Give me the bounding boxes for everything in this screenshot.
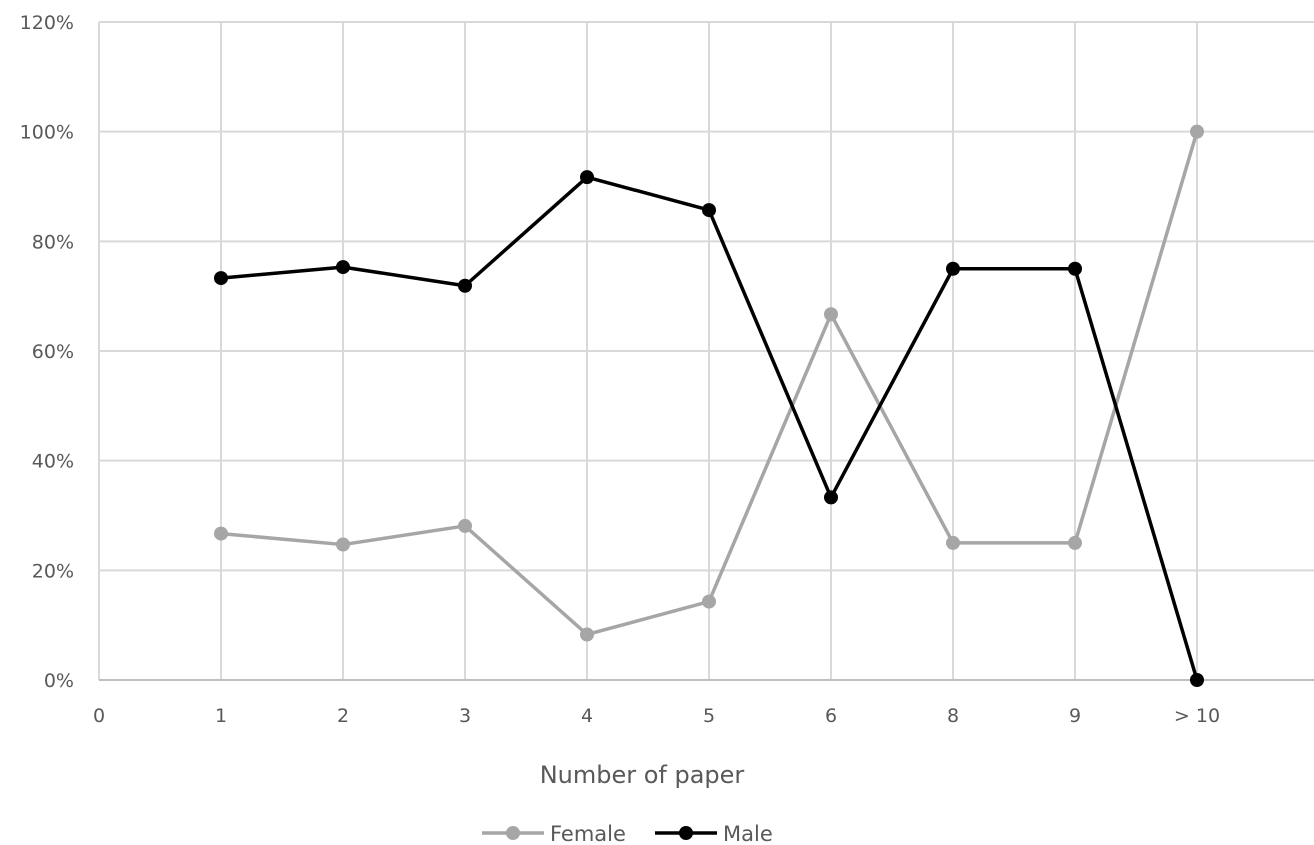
data-point-female <box>946 535 960 550</box>
x-tick-label: 3 <box>459 705 471 727</box>
data-point-female <box>458 518 472 533</box>
data-point-male <box>214 271 228 286</box>
gridlines <box>98 21 1314 680</box>
series-lines <box>214 124 1204 687</box>
x-axis-title: Number of paper <box>540 761 745 789</box>
legend: Female Male <box>482 822 773 845</box>
legend-label: Male <box>723 822 773 845</box>
data-point-male <box>946 261 960 276</box>
legend-item-female: Female <box>482 822 626 845</box>
data-point-female <box>1068 535 1082 550</box>
data-point-female <box>336 537 350 552</box>
y-tick-label: 100% <box>20 122 74 144</box>
x-tick-label: 1 <box>215 705 227 727</box>
legend-swatch-marker <box>679 826 693 840</box>
data-point-male <box>702 203 716 218</box>
data-point-male <box>824 490 838 505</box>
y-tick-label: 60% <box>32 341 74 363</box>
data-point-female <box>702 594 716 609</box>
legend-label: Female <box>550 822 626 845</box>
data-point-female <box>214 526 228 541</box>
x-tick-label: 2 <box>337 705 349 727</box>
data-point-male <box>1068 261 1082 276</box>
data-point-female <box>1190 124 1204 139</box>
x-tick-label: 5 <box>703 705 715 727</box>
y-tick-label: 0% <box>44 670 74 692</box>
x-tick-label: 4 <box>581 705 593 727</box>
x-tick-label: > 10 <box>1174 705 1220 727</box>
y-tick-label: 20% <box>32 560 74 582</box>
y-tick-label: 40% <box>32 451 74 473</box>
x-tick-label: 6 <box>825 705 837 727</box>
legend-item-male: Male <box>655 822 773 845</box>
data-point-female <box>580 627 594 642</box>
data-point-male <box>458 278 472 293</box>
y-tick-label: 120% <box>20 12 74 34</box>
x-tick-label: 8 <box>947 705 959 727</box>
data-point-male <box>1190 673 1204 687</box>
x-tick-label: 9 <box>1069 705 1081 727</box>
x-tick-label: 0 <box>93 705 105 727</box>
data-point-male <box>580 170 594 185</box>
y-tick-label: 80% <box>32 231 74 253</box>
tick-labels: 0% 20% 40% 60% 80% 100% 120% 0 1 2 3 4 5 6 8 9 > 10 <box>20 12 1220 727</box>
legend-swatch-marker <box>506 826 520 840</box>
data-point-female <box>824 307 838 322</box>
data-point-male <box>336 260 350 275</box>
